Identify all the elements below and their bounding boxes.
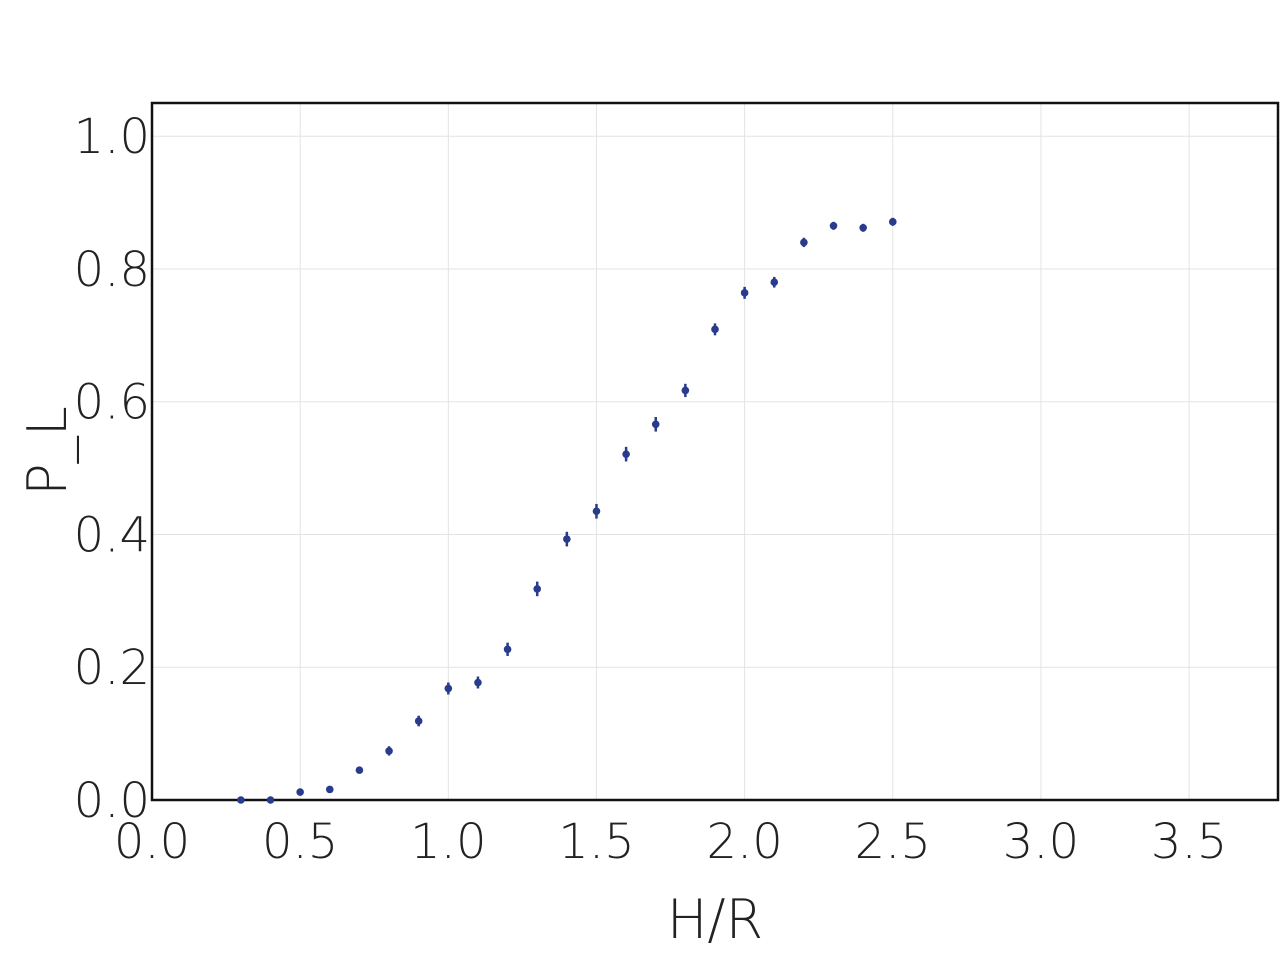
y-tick-label: 0.2 [74, 640, 150, 696]
y-tick-label: 0.8 [74, 242, 150, 298]
x-tick-label: 3.5 [1151, 814, 1227, 870]
data-point [237, 796, 245, 804]
data-point [770, 278, 779, 287]
x-tick-label: 1.0 [410, 814, 486, 870]
y-axis-title: P_L [16, 406, 79, 496]
data-point [622, 450, 630, 458]
y-tick-label: 0.0 [74, 773, 150, 829]
data-point [385, 747, 393, 755]
x-tick-label: 2.0 [706, 814, 782, 870]
data-points [237, 217, 897, 804]
data-point [296, 788, 304, 796]
data-point [800, 238, 808, 247]
x-axis-title: H/R [667, 888, 763, 951]
y-tick-label: 0.4 [74, 507, 150, 563]
y-tick-label: 0.6 [74, 375, 150, 431]
data-point [503, 645, 512, 654]
plot-frame [150, 101, 1280, 802]
data-point [829, 222, 838, 230]
data-point [474, 678, 482, 687]
x-tick-label: 0.0 [114, 814, 190, 870]
data-point [414, 717, 423, 725]
data-point [592, 507, 601, 516]
data-point [711, 325, 719, 334]
data-point [325, 785, 334, 794]
data-point [533, 585, 542, 593]
data-point [563, 535, 571, 543]
data-point [266, 796, 275, 804]
data-point [859, 223, 867, 232]
data-point [740, 289, 749, 297]
x-tick-label: 1.5 [558, 814, 634, 870]
data-point [888, 218, 897, 226]
data-point [444, 684, 453, 693]
grid [151, 103, 1278, 801]
x-tick-label: 2.5 [855, 814, 931, 870]
data-point [355, 766, 364, 774]
data-point [651, 420, 660, 429]
x-tick-label: 3.0 [1003, 814, 1079, 870]
data-point [681, 386, 690, 395]
x-tick-label: 0.5 [262, 814, 338, 870]
y-tick-labels: 0.0 0.2 0.4 0.6 0.8 1.0 [74, 109, 150, 829]
y-tick-label: 1.0 [74, 109, 150, 165]
x-tick-labels: 0.0 0.5 1.0 1.5 2.0 2.5 3.0 3.5 [114, 814, 1227, 870]
